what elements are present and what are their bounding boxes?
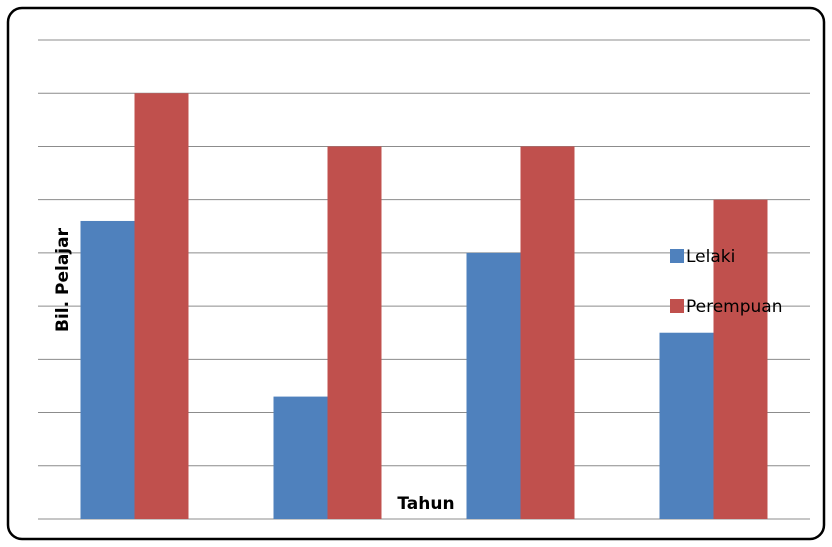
bar-perempuan-2 — [327, 146, 382, 519]
bar-lelaki-2 — [273, 396, 328, 519]
legend-swatch-perempuan — [670, 299, 684, 313]
y-axis-title: Bil. Pelajar — [53, 227, 73, 332]
bar-perempuan-1 — [134, 93, 189, 519]
bar-perempuan-4 — [713, 199, 768, 519]
chart-border — [6, 6, 826, 541]
bar-perempuan-3 — [520, 146, 575, 519]
x-axis-title: Tahun — [397, 494, 454, 514]
bar-lelaki-3 — [466, 252, 521, 519]
bar-lelaki-4 — [659, 332, 714, 519]
bars — [80, 93, 768, 519]
legend-label-perempuan: Perempuan — [686, 297, 783, 317]
legend: Lelaki Perempuan — [670, 247, 783, 317]
bar-lelaki-1 — [80, 220, 135, 519]
legend-swatch-lelaki — [670, 249, 684, 263]
legend-label-lelaki: Lelaki — [686, 247, 735, 267]
